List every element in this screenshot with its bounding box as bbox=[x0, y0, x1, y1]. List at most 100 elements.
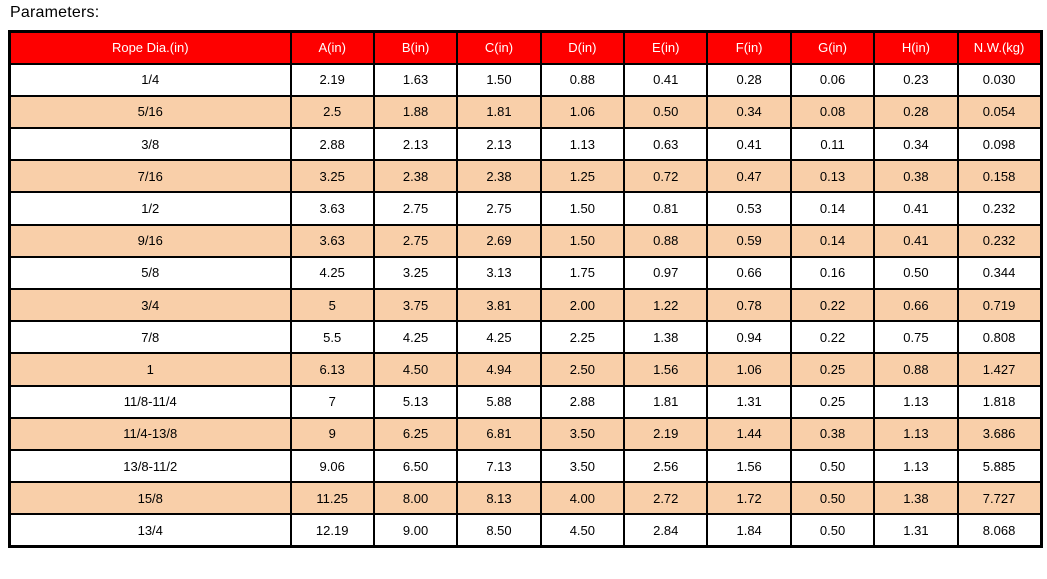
table-cell: 5.885 bbox=[956, 448, 1043, 484]
table-cell: 0.81 bbox=[623, 191, 709, 226]
rope-dia-cell: 1/2 bbox=[8, 191, 292, 226]
table-row: 7/16 3.25 2.38 2.38 1.25 0.72 0.47 0.13 0.38 0.15… bbox=[8, 159, 1043, 194]
header-cell-7: G(in) bbox=[789, 30, 876, 65]
rope-dia-cell: 3/8 bbox=[8, 127, 292, 162]
table-cell: 0.94 bbox=[706, 320, 792, 355]
table-cell: 1.44 bbox=[706, 416, 792, 451]
table-cell: 0.13 bbox=[789, 159, 876, 194]
table-cell: 0.50 bbox=[789, 448, 876, 484]
table-cell: 4.50 bbox=[372, 352, 459, 387]
table-cell: 0.50 bbox=[873, 255, 959, 291]
table-row: 11/8-11/4 7 5.13 5.88 2.88 1.81 1.31 0.25 1.13 1.… bbox=[8, 384, 1043, 419]
table-row: 5/8 4.25 3.25 3.13 1.75 0.97 0.66 0.16 0.50 0.344 bbox=[8, 255, 1043, 291]
parameters-table: Rope Dia.(in) A(in) B(in) C(in) D(in) E(in) F(… bbox=[8, 30, 1043, 548]
table-cell: 0.16 bbox=[789, 255, 876, 291]
table-cell: 3.63 bbox=[289, 191, 375, 226]
table-cell: 0.06 bbox=[789, 62, 876, 97]
table-cell: 1.31 bbox=[706, 384, 792, 419]
table-cell: 0.75 bbox=[873, 320, 959, 355]
table-cell: 9 bbox=[289, 416, 375, 451]
rope-dia-cell: 5/8 bbox=[8, 255, 292, 291]
rope-dia-cell: 1/4 bbox=[8, 62, 292, 97]
rope-dia-cell: 15/8 bbox=[8, 481, 292, 516]
rope-dia-cell: 3/4 bbox=[8, 287, 292, 323]
rope-dia-cell: 11/4-13/8 bbox=[8, 416, 292, 451]
table-cell: 1.81 bbox=[623, 384, 709, 419]
table-body: 1/4 2.19 1.63 1.50 0.88 0.41 0.28 0.06 0.23 0.030… bbox=[8, 62, 1043, 548]
header-cell-4: D(in) bbox=[539, 30, 626, 65]
table-cell: 4.50 bbox=[539, 513, 626, 548]
table-cell: 1.50 bbox=[456, 62, 542, 97]
rope-dia-cell: 11/8-11/4 bbox=[8, 384, 292, 419]
table-cell: 6.50 bbox=[372, 448, 459, 484]
table-cell: 1.88 bbox=[372, 94, 459, 130]
table-cell: 5.88 bbox=[456, 384, 542, 419]
table-cell: 0.66 bbox=[706, 255, 792, 291]
table-cell: 0.14 bbox=[789, 223, 876, 258]
table-cell: 0.38 bbox=[873, 159, 959, 194]
table-cell: 2.72 bbox=[623, 481, 709, 516]
table-cell: 1.13 bbox=[873, 448, 959, 484]
table-cell: 0.50 bbox=[789, 481, 876, 516]
table-row: 13/8-11/2 9.06 6.50 7.13 3.50 2.56 1.56 0.50 1.1… bbox=[8, 448, 1043, 484]
header-cell-0: Rope Dia.(in) bbox=[8, 30, 292, 65]
table-cell: 2.00 bbox=[539, 287, 626, 323]
table-cell: 5.13 bbox=[372, 384, 459, 419]
table-cell: 2.25 bbox=[539, 320, 626, 355]
header-cell-2: B(in) bbox=[372, 30, 459, 65]
table-cell: 0.22 bbox=[789, 320, 876, 355]
table-cell: 2.75 bbox=[372, 223, 459, 258]
table-cell: 1.56 bbox=[706, 448, 792, 484]
table-cell: 4.25 bbox=[372, 320, 459, 355]
table-row: 1/4 2.19 1.63 1.50 0.88 0.41 0.28 0.06 0.23 0.030 bbox=[8, 62, 1043, 97]
table-row: 5/16 2.5 1.88 1.81 1.06 0.50 0.34 0.08 0.28 0.054 bbox=[8, 94, 1043, 130]
table-cell: 8.13 bbox=[456, 481, 542, 516]
table-cell: 2.13 bbox=[456, 127, 542, 162]
rope-dia-cell: 1 bbox=[8, 352, 292, 387]
table-row: 15/8 11.25 8.00 8.13 4.00 2.72 1.72 0.50 1.38 7.7… bbox=[8, 481, 1043, 516]
table-cell: 9.06 bbox=[289, 448, 375, 484]
table-cell: 12.19 bbox=[289, 513, 375, 548]
table-cell: 1.13 bbox=[873, 416, 959, 451]
table-cell: 1.50 bbox=[539, 223, 626, 258]
table-cell: 0.66 bbox=[873, 287, 959, 323]
table-cell: 0.97 bbox=[623, 255, 709, 291]
table-cell: 8.068 bbox=[956, 513, 1043, 548]
table-cell: 0.22 bbox=[789, 287, 876, 323]
rope-dia-cell: 13/8-11/2 bbox=[8, 448, 292, 484]
table-cell: 4.00 bbox=[539, 481, 626, 516]
table-cell: 0.719 bbox=[956, 287, 1043, 323]
table-cell: 0.232 bbox=[956, 223, 1043, 258]
rope-dia-cell: 7/8 bbox=[8, 320, 292, 355]
table-row: 1/2 3.63 2.75 2.75 1.50 0.81 0.53 0.14 0.41 0.232 bbox=[8, 191, 1043, 226]
header-cell-6: F(in) bbox=[706, 30, 792, 65]
table-cell: 8.50 bbox=[456, 513, 542, 548]
table-cell: 0.38 bbox=[789, 416, 876, 451]
table-cell: 1.13 bbox=[539, 127, 626, 162]
table-cell: 3.50 bbox=[539, 448, 626, 484]
table-cell: 1.427 bbox=[956, 352, 1043, 387]
table-row: 3/4 5 3.75 3.81 2.00 1.22 0.78 0.22 0.66 0.719 bbox=[8, 287, 1043, 323]
table-cell: 7 bbox=[289, 384, 375, 419]
table-cell: 0.41 bbox=[623, 62, 709, 97]
table-cell: 0.098 bbox=[956, 127, 1043, 162]
table-cell: 2.75 bbox=[372, 191, 459, 226]
table-cell: 0.25 bbox=[789, 352, 876, 387]
table-cell: 0.14 bbox=[789, 191, 876, 226]
table-cell: 1.25 bbox=[539, 159, 626, 194]
table-cell: 2.88 bbox=[539, 384, 626, 419]
table-cell: 3.686 bbox=[956, 416, 1043, 451]
table-cell: 6.25 bbox=[372, 416, 459, 451]
table-cell: 0.41 bbox=[873, 191, 959, 226]
table-cell: 0.34 bbox=[706, 94, 792, 130]
table-cell: 1.06 bbox=[539, 94, 626, 130]
table-cell: 6.13 bbox=[289, 352, 375, 387]
table-cell: 3.50 bbox=[539, 416, 626, 451]
header-cell-3: C(in) bbox=[456, 30, 542, 65]
table-cell: 1.50 bbox=[539, 191, 626, 226]
table-row: 3/8 2.88 2.13 2.13 1.13 0.63 0.41 0.11 0.34 0.098 bbox=[8, 127, 1043, 162]
table-row: 9/16 3.63 2.75 2.69 1.50 0.88 0.59 0.14 0.41 0.23… bbox=[8, 223, 1043, 258]
table-cell: 2.38 bbox=[456, 159, 542, 194]
table-cell: 0.50 bbox=[789, 513, 876, 548]
